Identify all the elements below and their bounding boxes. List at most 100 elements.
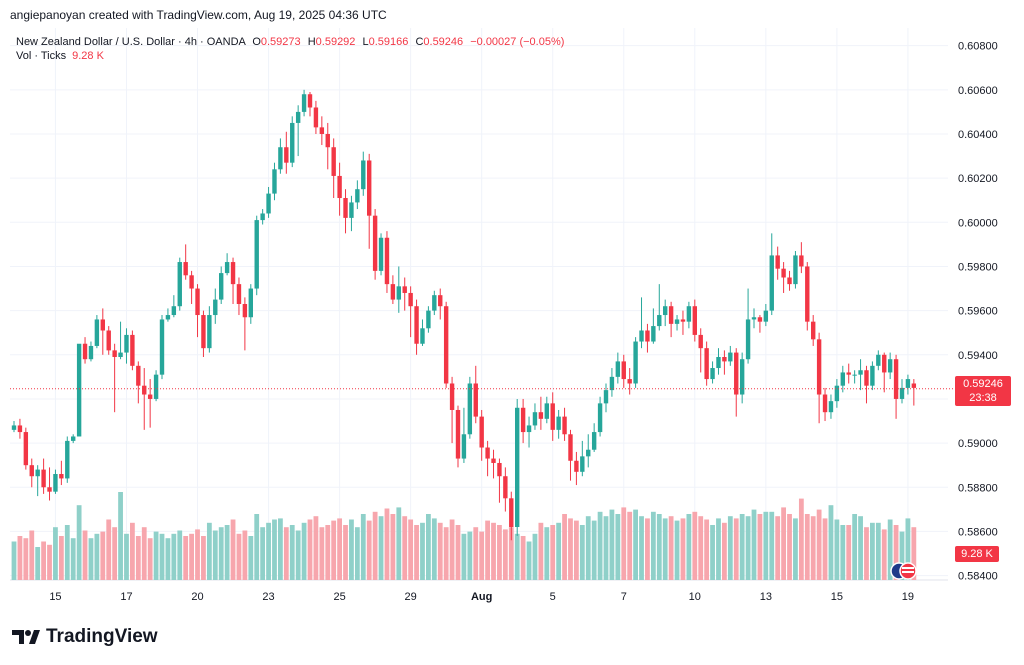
candle-body: [467, 383, 473, 435]
volume-bar: [236, 533, 242, 580]
volume-bar: [100, 531, 106, 580]
volume-bar: [716, 518, 721, 580]
volume-bar: [70, 538, 76, 580]
candle-body: [242, 304, 248, 318]
volume-bar: [195, 529, 200, 580]
volume-label[interactable]: Vol · Ticks: [16, 50, 67, 62]
candle-body: [325, 133, 330, 148]
candle-body: [769, 255, 774, 311]
candle-body: [840, 372, 845, 386]
volume-bar: [171, 533, 177, 580]
volume-bar: [307, 519, 313, 580]
candle-body: [651, 326, 656, 342]
x-tick-label: 15: [49, 591, 61, 603]
volume-bar: [124, 533, 129, 580]
volume-bar: [574, 520, 579, 580]
candle-body: [372, 215, 378, 271]
volume-bar: [911, 527, 917, 580]
tradingview-brand[interactable]: TradingView: [12, 626, 158, 648]
volume-bar: [414, 525, 419, 580]
symbol-title[interactable]: New Zealand Dollar / U.S. Dollar · 4h · …: [16, 36, 246, 48]
x-tick-label: 17: [120, 591, 132, 603]
candle-body: [207, 315, 212, 349]
volume-bar: [35, 547, 41, 580]
volume-bar: [781, 507, 786, 580]
currency-flags-icon[interactable]: [888, 560, 920, 582]
volume-bar: [47, 544, 52, 580]
y-tick-label: 0.60800: [958, 41, 998, 53]
volume-bar: [798, 498, 804, 580]
x-tick-label: 29: [405, 591, 417, 603]
x-tick-label: 19: [902, 591, 914, 603]
volume-bar: [793, 518, 798, 580]
volume-bar: [787, 514, 792, 580]
volume-bar: [147, 538, 153, 580]
volume-bar: [455, 525, 461, 580]
volume-bar: [674, 520, 680, 580]
candle-body: [53, 474, 58, 492]
candle-body: [520, 407, 526, 433]
candlestick-chart[interactable]: 0.60800 0.60600 0.60400 0.60200 0.60000 0.598…: [10, 28, 1020, 608]
volume-bar: [834, 519, 840, 580]
volume-bar: [757, 514, 763, 580]
candle-body: [828, 401, 834, 413]
volume-bar: [550, 525, 556, 580]
candle-body: [432, 295, 437, 311]
volume-bar: [64, 525, 70, 580]
candle-body: [343, 198, 348, 218]
volume-bar: [656, 514, 662, 580]
candle-body: [882, 354, 887, 373]
candle-body: [284, 147, 289, 163]
candle-body: [550, 403, 555, 430]
close-label: C: [415, 36, 424, 48]
candle-body: [76, 343, 82, 437]
low-label: L: [362, 36, 369, 48]
volume-bar: [727, 516, 733, 580]
x-tick-label: 5: [550, 591, 556, 603]
candle-body: [177, 262, 182, 307]
volume-bar: [272, 519, 277, 580]
candle-body: [130, 334, 135, 366]
volume-bar: [686, 514, 692, 580]
volume-bar: [260, 527, 266, 580]
volume-bar: [568, 518, 573, 580]
volume-bar: [354, 527, 360, 580]
candle-body: [455, 409, 461, 459]
volume-bar: [692, 511, 698, 580]
volume-bar: [858, 516, 863, 580]
volume-bar: [118, 492, 123, 580]
candle-body: [858, 370, 863, 375]
high-label: H: [307, 36, 316, 48]
volume-bar: [870, 522, 875, 580]
volume-bar: [538, 522, 544, 580]
x-tick-label: 25: [333, 591, 345, 603]
candle-body: [556, 416, 561, 430]
volume-bar: [645, 518, 650, 580]
candle-body: [775, 255, 780, 269]
candle-body: [331, 147, 336, 176]
candle-body: [852, 374, 857, 376]
candle-body: [893, 359, 899, 399]
candle-body: [580, 456, 585, 472]
volume-bar: [431, 518, 437, 580]
volume-bar: [402, 516, 408, 580]
candle-body: [449, 383, 455, 410]
candle-body: [82, 343, 88, 360]
y-tick-label: 0.60200: [958, 173, 998, 185]
volume-bar: [242, 530, 248, 580]
candle-body: [136, 365, 141, 386]
candle-body: [248, 288, 253, 318]
volume-bar: [41, 541, 46, 580]
candle-body: [165, 315, 171, 320]
volume-bar: [502, 529, 508, 580]
volume-bar: [739, 514, 745, 580]
volume-bar: [266, 522, 271, 580]
volume-bar: [384, 508, 390, 580]
candle-body: [41, 469, 46, 488]
chart-area[interactable]: 0.60800 0.60600 0.60400 0.60200 0.60000 0.598…: [10, 28, 1020, 608]
candle-body: [473, 383, 478, 417]
volume-bar: [396, 507, 402, 580]
candle-body: [438, 295, 443, 307]
candle-body: [811, 321, 816, 340]
volume-bar: [53, 527, 58, 580]
